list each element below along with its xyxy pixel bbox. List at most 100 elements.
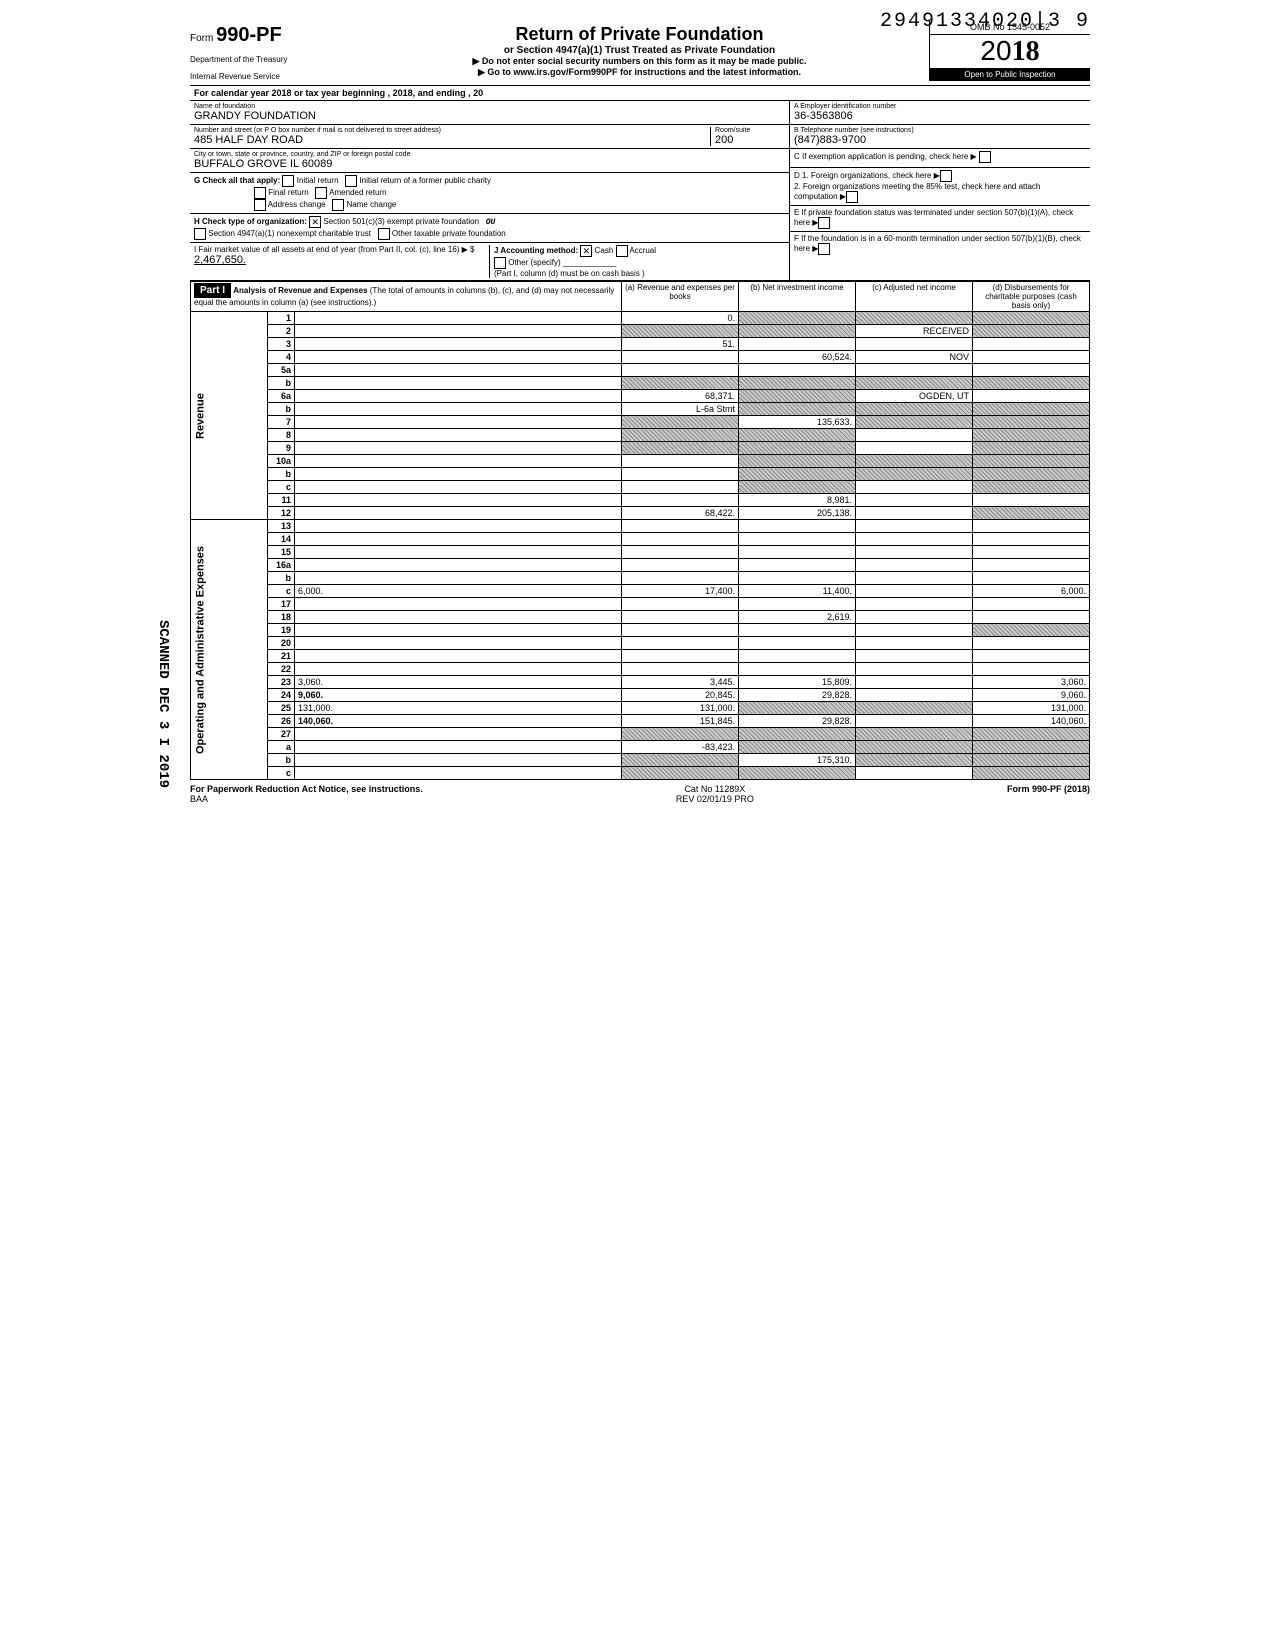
row-description: [295, 481, 622, 494]
table-row: Operating and Administrative Expenses13: [191, 520, 1090, 533]
cell-b: [739, 559, 856, 572]
cell-c: [856, 767, 973, 780]
row-number: b: [268, 754, 295, 767]
cell-d: [973, 624, 1090, 637]
row-description: [295, 403, 622, 416]
cell-d: [973, 598, 1090, 611]
cell-a: [622, 377, 739, 390]
table-row: bL-6a Stmt: [191, 403, 1090, 416]
row-number: 7: [268, 416, 295, 429]
row-number: 3: [268, 338, 295, 351]
row-description: [295, 637, 622, 650]
cell-a: [622, 481, 739, 494]
cell-d: [973, 403, 1090, 416]
cell-c: [856, 338, 973, 351]
i-value: 2,467,650.: [194, 254, 246, 266]
table-row: 3 51.: [191, 338, 1090, 351]
checkbox-other-method[interactable]: [494, 257, 506, 269]
table-row: b: [191, 468, 1090, 481]
row-number: 2: [268, 325, 295, 338]
checkbox-cash[interactable]: [580, 245, 592, 257]
e-label: E If private foundation status was termi…: [794, 208, 1073, 227]
cell-b: 135,633.: [739, 416, 856, 429]
table-row: 17: [191, 598, 1090, 611]
checkbox-final[interactable]: [254, 187, 266, 199]
checkbox-501c3[interactable]: [309, 216, 321, 228]
checkbox-e[interactable]: [818, 217, 830, 229]
f-cell: F If the foundation is in a 60-month ter…: [790, 232, 1090, 257]
cell-a: [622, 533, 739, 546]
cell-b: [739, 767, 856, 780]
checkbox-d1[interactable]: [940, 170, 952, 182]
part1-header: Part I: [194, 283, 231, 298]
d-cell: D 1. Foreign organizations, check here ▶…: [790, 168, 1090, 206]
checkbox-4947[interactable]: [194, 228, 206, 240]
row-description: [295, 416, 622, 429]
col-c-header: (c) Adjusted net income: [856, 282, 973, 312]
cell-d: [973, 416, 1090, 429]
info-section: Name of foundation GRANDY FOUNDATION Num…: [190, 101, 1090, 281]
cell-c: [856, 377, 973, 390]
checkbox-former[interactable]: [345, 175, 357, 187]
cell-d: 6,000.: [973, 585, 1090, 598]
f-label: F If the foundation is in a 60-month ter…: [794, 234, 1081, 253]
cell-d: [973, 741, 1090, 754]
cell-b: [739, 312, 856, 325]
table-row: 9: [191, 442, 1090, 455]
checkbox-other-tax[interactable]: [378, 228, 390, 240]
table-row: b: [191, 377, 1090, 390]
c-label: C If exemption application is pending, c…: [794, 152, 977, 161]
row-number: c: [268, 585, 295, 598]
row-description: [295, 325, 622, 338]
row-number: 5a: [268, 364, 295, 377]
row-description: [295, 741, 622, 754]
cell-d: [973, 481, 1090, 494]
name-cell: Name of foundation GRANDY FOUNDATION: [190, 101, 789, 125]
cell-d: [973, 455, 1090, 468]
checkbox-c[interactable]: [979, 151, 991, 163]
row-number: a: [268, 741, 295, 754]
table-row: b: [191, 572, 1090, 585]
cell-c: OGDEN, UT: [856, 390, 973, 403]
checkbox-initial[interactable]: [282, 175, 294, 187]
cell-a: 131,000.: [622, 702, 739, 715]
form-title: Return of Private Foundation: [350, 24, 929, 45]
cell-d: [973, 520, 1090, 533]
cell-c: [856, 624, 973, 637]
table-row: c: [191, 481, 1090, 494]
checkbox-d2[interactable]: [846, 191, 858, 203]
row-number: 11: [268, 494, 295, 507]
table-row: 2RECEIVED: [191, 325, 1090, 338]
checkbox-address[interactable]: [254, 199, 266, 211]
row-number: b: [268, 403, 295, 416]
cell-d: [973, 507, 1090, 520]
table-row: 21: [191, 650, 1090, 663]
cell-c: [856, 585, 973, 598]
table-row: 1268,422.205,138.: [191, 507, 1090, 520]
public-inspection: Open to Public Inspection: [930, 68, 1090, 81]
cell-c: [856, 468, 973, 481]
checkbox-f[interactable]: [818, 243, 830, 255]
checkbox-accrual[interactable]: [616, 245, 628, 257]
cell-b: [739, 741, 856, 754]
cell-b: [739, 338, 856, 351]
row-description: [295, 494, 622, 507]
cell-b: [739, 663, 856, 676]
cell-a: 20,845.: [622, 689, 739, 702]
checkbox-name-change[interactable]: [332, 199, 344, 211]
cell-c: [856, 572, 973, 585]
cell-c: [856, 416, 973, 429]
d2-label: 2. Foreign organizations meeting the 85%…: [794, 182, 1040, 201]
cell-b: 175,310.: [739, 754, 856, 767]
cell-a: 51.: [622, 338, 739, 351]
table-row: c: [191, 767, 1090, 780]
checkbox-amended[interactable]: [315, 187, 327, 199]
table-row: 16a: [191, 559, 1090, 572]
j-label: J Accounting method:: [494, 246, 578, 255]
cell-d: [973, 650, 1090, 663]
table-row: b 175,310.: [191, 754, 1090, 767]
row-number: 21: [268, 650, 295, 663]
form-page: 29491334020|3 9 SCANNED DEC 3 I 2019 For…: [190, 20, 1090, 804]
g-opt-3: Amended return: [329, 188, 386, 197]
cell-a: 68,422.: [622, 507, 739, 520]
